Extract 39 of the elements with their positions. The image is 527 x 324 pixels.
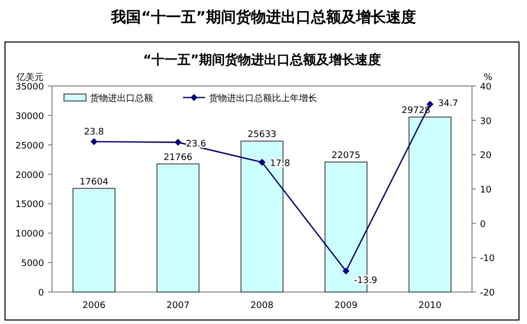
bar	[408, 116, 452, 292]
y2-tick-label: -10	[480, 254, 495, 264]
y-tick-label: 25000	[15, 141, 44, 152]
data-label: 21766	[164, 152, 193, 163]
bar	[156, 163, 200, 292]
bar	[72, 188, 116, 292]
y-tick-label: 30000	[15, 112, 44, 122]
y-tick-label: 35000	[15, 82, 44, 92]
chart-title: 我国“十一五”期间货物进出口总额及增长速度	[110, 8, 416, 26]
y2-tick-label: 30	[480, 116, 492, 127]
y2-tick-label: 20	[480, 151, 492, 162]
x-tick-label: 2008	[250, 301, 274, 311]
data-label: 23.8	[84, 128, 104, 138]
y2-axis-title: %	[484, 73, 493, 83]
y2-tick-label: 10	[480, 186, 492, 196]
data-label: 17604	[80, 177, 109, 188]
y-axis-title: 亿美元	[16, 72, 44, 83]
y-tick-label: 5000	[21, 259, 44, 270]
legend-label: 货物进出口总额	[90, 93, 153, 104]
x-tick-label: 2007	[166, 301, 190, 311]
y2-tick-label: 40	[480, 82, 492, 92]
data-label: 25633	[248, 130, 276, 140]
y-tick-label: 15000	[15, 200, 44, 210]
y2-tick-label: 0	[480, 220, 486, 230]
x-tick-label: 2009	[334, 301, 358, 311]
legend-label: 货物进出口总额比上年增长	[209, 93, 317, 104]
x-tick-label: 2010	[418, 301, 442, 311]
point	[342, 268, 350, 275]
point	[258, 158, 266, 166]
chart-subtitle: “十一五”期间货物进出口总额及增长速度	[142, 52, 382, 68]
data-label: 22075	[332, 151, 360, 162]
data-label: 34.7	[438, 99, 458, 110]
point	[174, 138, 182, 146]
y-tick-label: 10000	[15, 230, 44, 240]
point	[90, 138, 98, 146]
y-tick-label: 20000	[15, 170, 44, 181]
y2-tick-label: -20	[480, 288, 495, 298]
x-tick-label: 2006	[82, 301, 106, 311]
y-tick-label: 0	[38, 288, 44, 298]
